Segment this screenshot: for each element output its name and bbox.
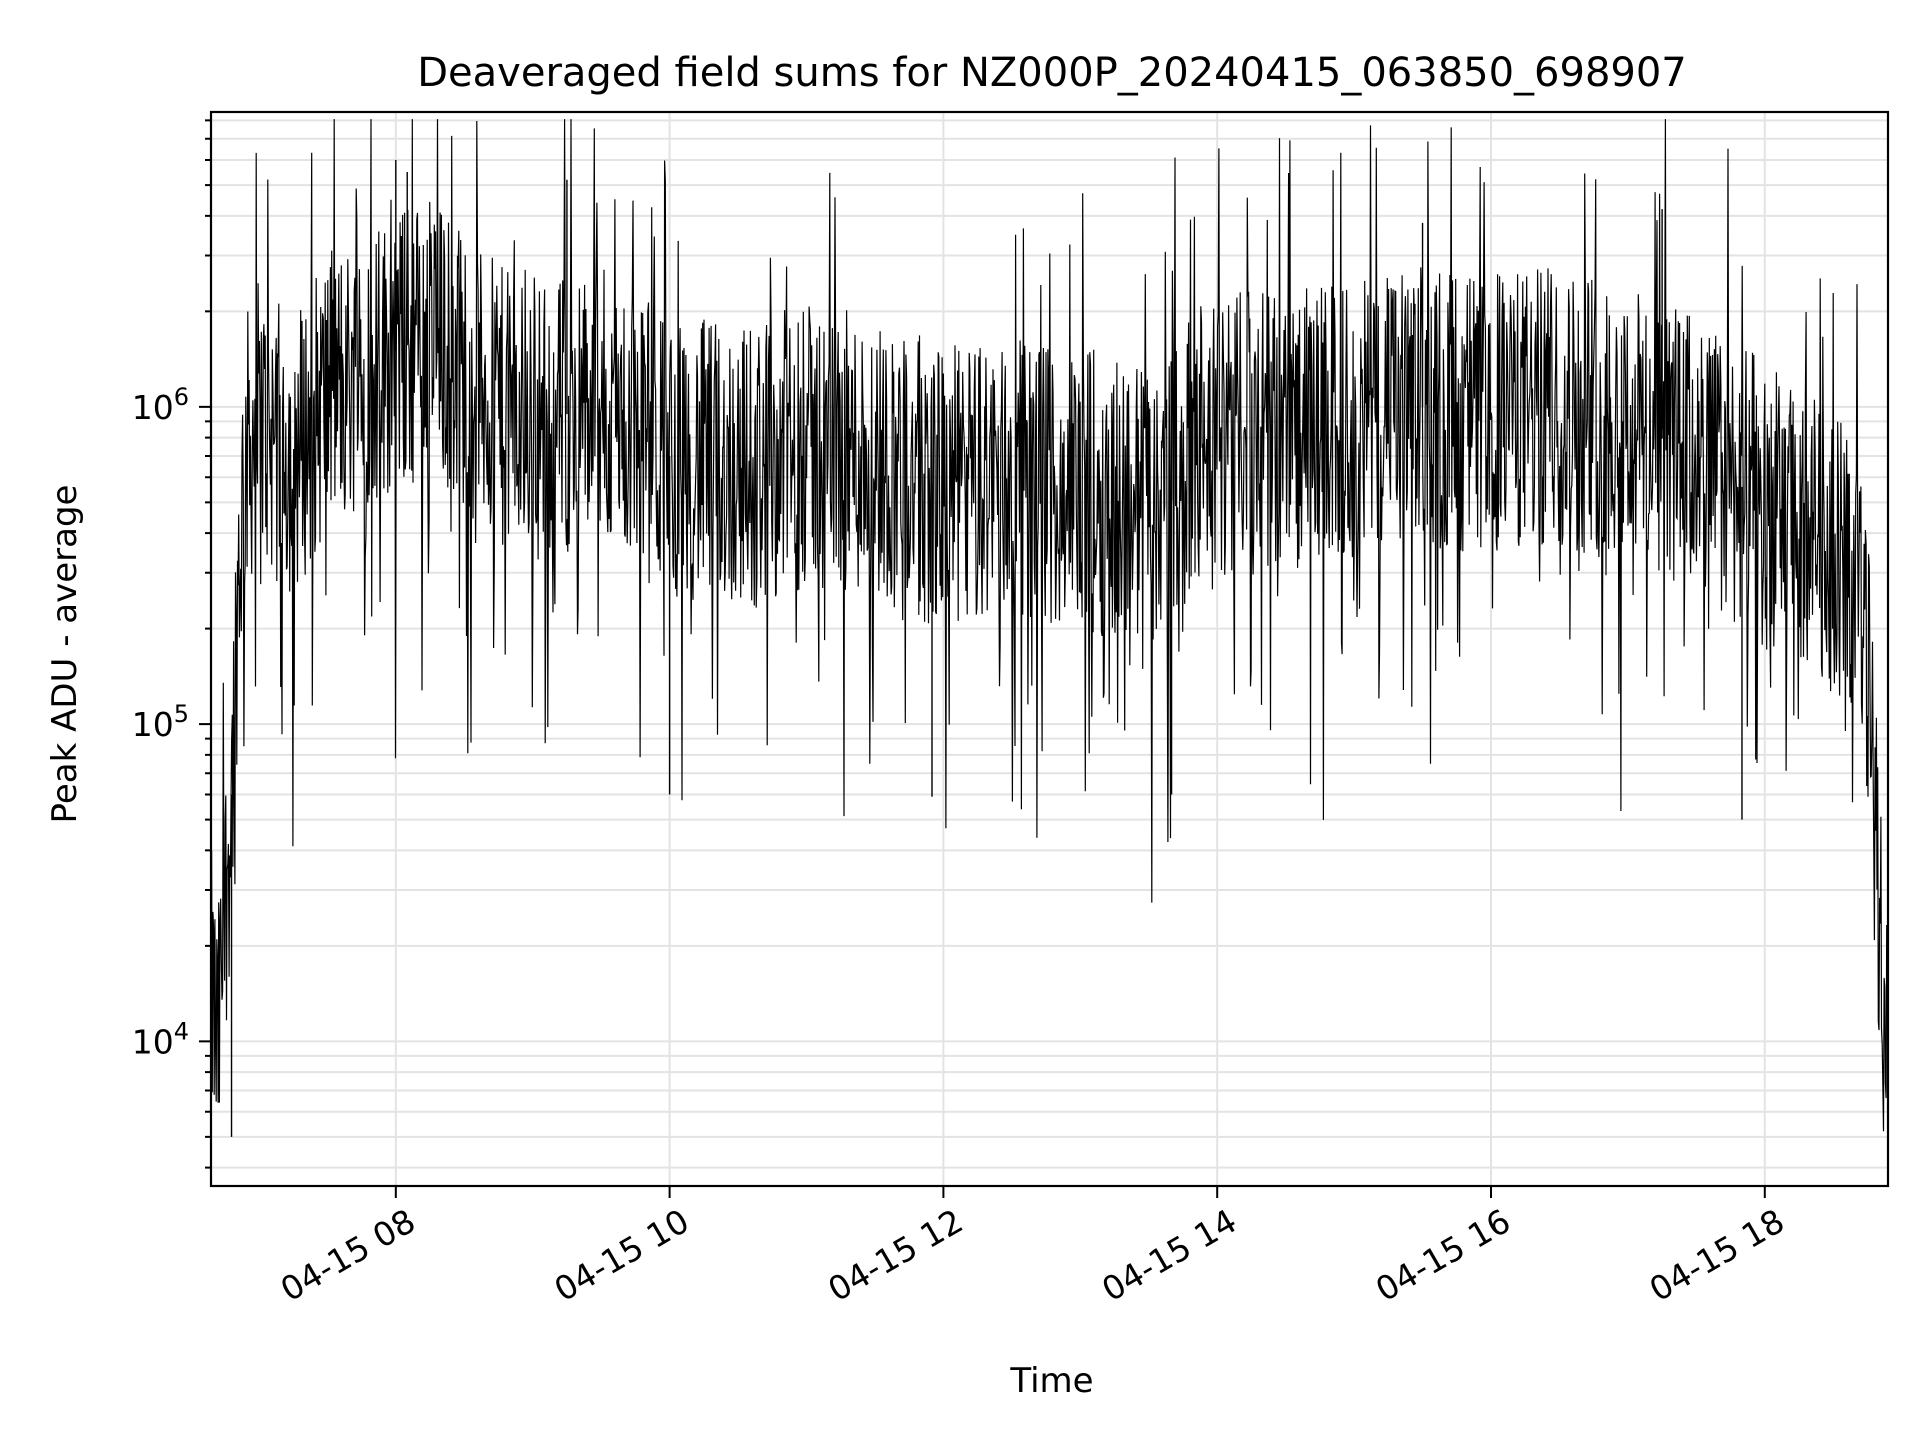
- y-tick-base: 10: [132, 705, 174, 744]
- y-axis-label: Peak ADU - average: [45, 485, 85, 824]
- y-tick-label: 105: [132, 700, 189, 744]
- axes-frame: [209, 110, 1890, 1188]
- y-tick-base: 10: [132, 388, 174, 427]
- x-tick-label: 04-15 12: [821, 1201, 969, 1309]
- x-axis-label: Time: [1009, 1361, 1093, 1401]
- y-tick-exponent: 5: [174, 700, 189, 728]
- x-tick-label: 04-15 10: [548, 1201, 696, 1309]
- y-tick-label: 104: [132, 1017, 189, 1061]
- grid-lines: [211, 112, 1888, 1186]
- data-layer: [210, 119, 1889, 1137]
- x-tick-label: 04-15 14: [1095, 1201, 1243, 1309]
- chart-title: Deaveraged field sums for NZ000P_2024041…: [417, 50, 1687, 96]
- y-tick-label: 106: [132, 383, 189, 427]
- tick-layer: 04-15 08 04-15 10 04-15 12 04-15 14 04-15 16…: [132, 119, 1791, 1309]
- y-tick-base: 10: [132, 1022, 174, 1061]
- y-tick-exponent: 6: [174, 383, 189, 411]
- x-tick-label: 04-15 08: [274, 1201, 422, 1309]
- series-line: [210, 119, 1889, 1132]
- y-tick-exponent: 4: [174, 1017, 189, 1045]
- x-tick-label: 04-15 16: [1369, 1201, 1517, 1309]
- x-tick-label: 04-15 18: [1643, 1201, 1791, 1309]
